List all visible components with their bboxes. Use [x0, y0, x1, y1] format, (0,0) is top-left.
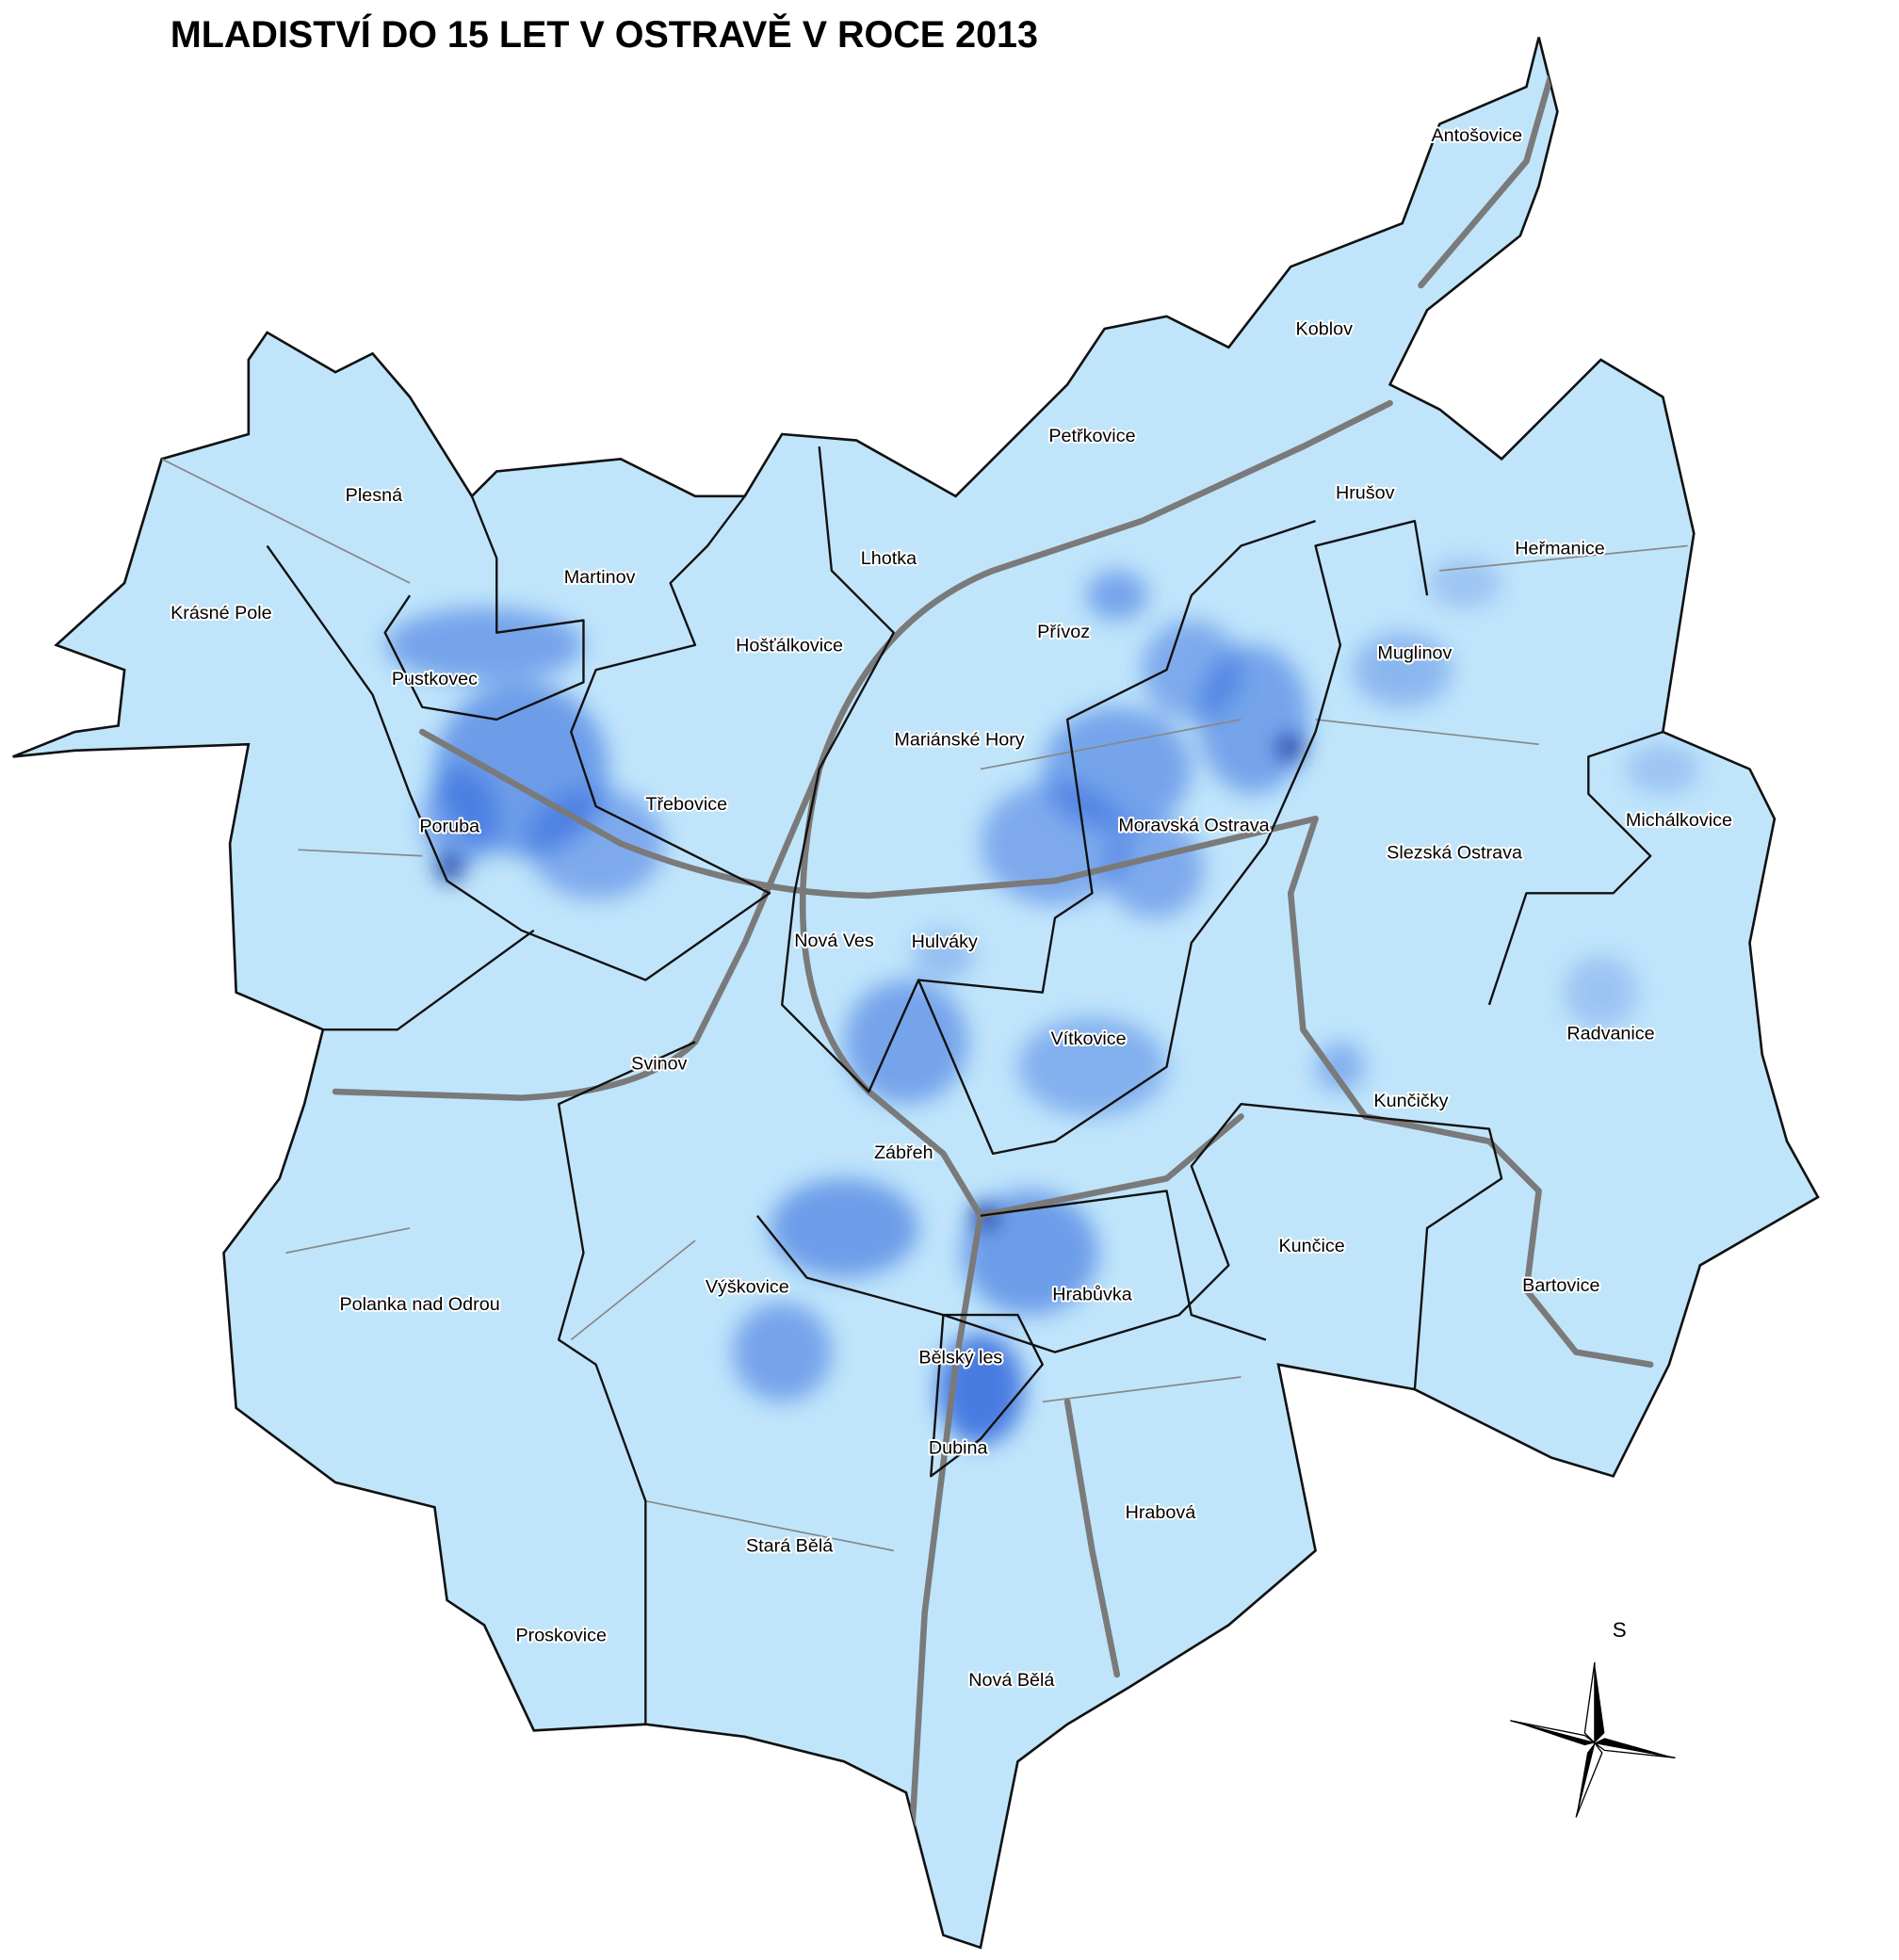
- compass-needle: [1510, 1720, 1596, 1744]
- density-blob: [962, 1191, 1099, 1316]
- district-label: Lhotka: [861, 548, 917, 569]
- district-label: Plesná: [346, 485, 402, 506]
- road: [1418, 71, 1555, 289]
- district-label: Bělský les: [918, 1347, 1002, 1368]
- density-blob: [1353, 632, 1453, 707]
- density-blob: [422, 769, 497, 868]
- district-label: Hošťálkovice: [736, 635, 843, 656]
- compass-needle: [1575, 1741, 1603, 1818]
- road: [1287, 815, 1654, 1369]
- district-label: Muglinov: [1377, 642, 1452, 663]
- district-label: Koblov: [1296, 319, 1354, 340]
- density-blob: [528, 787, 665, 899]
- district-label: Nová Ves: [794, 931, 874, 951]
- district-label: Zábřeh: [874, 1142, 933, 1163]
- compass-label: S: [1613, 1618, 1627, 1642]
- district-label: Přívoz: [1037, 622, 1090, 642]
- roads: [161, 71, 1688, 1938]
- district-label: Radvanice: [1566, 1024, 1654, 1045]
- district-label: Martinov: [564, 567, 636, 588]
- borders: [266, 446, 1664, 1725]
- district-label: Moravská Ostrava: [1118, 815, 1269, 835]
- district-label: Petřkovice: [1048, 426, 1135, 446]
- compass-needle: [1594, 1741, 1676, 1758]
- district-label: Stará Bělá: [746, 1536, 833, 1557]
- district-label: Třebovice: [645, 794, 727, 815]
- density-blob: [732, 1302, 832, 1402]
- district-label: Dubina: [929, 1438, 988, 1459]
- district-labels: Antošovice Koblov Petřkovice Hrušov Plesná He…: [169, 123, 1734, 1693]
- district-label: Hrušov: [1336, 482, 1395, 503]
- district-label: Antošovice: [1431, 125, 1522, 146]
- district-label: Hrabová: [1126, 1502, 1196, 1523]
- district-border: [930, 730, 1664, 1478]
- density-blob: [1104, 818, 1205, 918]
- road: [332, 399, 1393, 1101]
- district-label: Hrabůvka: [1052, 1284, 1132, 1304]
- density-blob: [770, 1178, 919, 1278]
- compass: S: [1510, 1618, 1676, 1818]
- district-label: Bartovice: [1522, 1275, 1599, 1296]
- district-border: [917, 519, 1429, 1156]
- district-label: Hulváky: [912, 931, 978, 952]
- district-label: Poruba: [419, 817, 479, 837]
- district-label: Kunčičky: [1373, 1091, 1448, 1111]
- density-blob: [1197, 644, 1309, 794]
- map-title: MLADISTVÍ DO 15 LET V OSTRAVĚ V ROCE 201…: [170, 14, 1038, 56]
- density-peak: [1278, 736, 1304, 761]
- density-blob: [1315, 1042, 1366, 1093]
- minor-road: [161, 458, 1688, 1552]
- district-label: Vítkovice: [1050, 1029, 1126, 1049]
- district-label: Heřmanice: [1515, 539, 1605, 559]
- district-label: Mariánské Hory: [894, 730, 1024, 751]
- compass-needle: [1594, 1738, 1676, 1758]
- district-label: Kunčice: [1278, 1236, 1344, 1256]
- district-label: Michálkovice: [1626, 810, 1732, 831]
- road: [418, 728, 1319, 899]
- district-border: [266, 495, 771, 981]
- density-blob: [1625, 744, 1700, 794]
- district-label: Polanka nad Odrou: [340, 1294, 500, 1315]
- district-label: Krásné Pole: [170, 603, 272, 624]
- district-label: Svinov: [631, 1053, 687, 1074]
- compass-needle: [1594, 1661, 1605, 1743]
- density-blob: [1563, 955, 1638, 1030]
- road: [977, 1113, 1244, 1678]
- density-blob: [912, 930, 975, 980]
- density-layer: [384, 558, 1700, 1446]
- district-label: Slezská Ostrava: [1387, 842, 1522, 863]
- road: [799, 766, 984, 1938]
- district-label: Proskovice: [515, 1625, 607, 1645]
- district-border: [322, 929, 1503, 1725]
- district-border: [781, 446, 1316, 1093]
- density-blob: [844, 980, 968, 1105]
- district-label: Pustkovec: [392, 669, 478, 689]
- district-border: [383, 495, 585, 721]
- compass-needle: [1583, 1661, 1596, 1745]
- district-label: Nová Bělá: [968, 1670, 1054, 1691]
- district-label: Výškovice: [706, 1276, 789, 1297]
- density-blob: [1085, 570, 1148, 621]
